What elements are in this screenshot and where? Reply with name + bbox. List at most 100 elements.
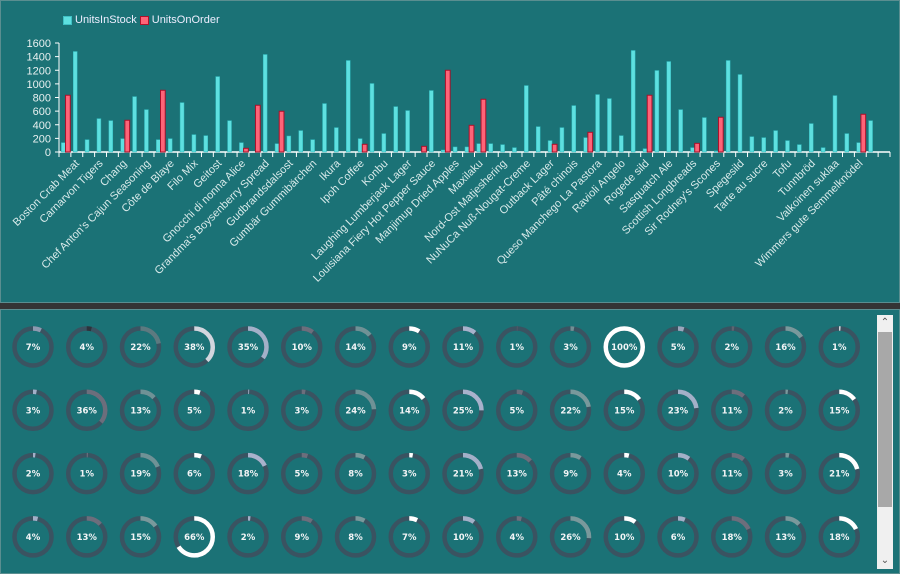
donut-gauge[interactable]: 3% (549, 326, 592, 368)
bar-units-in-stock[interactable] (274, 143, 280, 153)
bar-units-in-stock[interactable] (856, 142, 861, 153)
donut-gauge[interactable]: 2% (12, 452, 54, 495)
bar-units-in-stock[interactable] (844, 133, 850, 153)
donut-gauge[interactable]: 66% (173, 516, 215, 558)
bar-units-on-order[interactable] (361, 143, 368, 153)
bar-units-in-stock[interactable] (441, 149, 446, 153)
donut-gauge[interactable]: 9% (549, 452, 592, 495)
bar-units-in-stock[interactable] (737, 74, 743, 153)
bar-units-in-stock[interactable] (725, 60, 731, 153)
donut-gauge[interactable]: 5% (281, 452, 323, 495)
donut-gauge[interactable]: 6% (657, 516, 699, 558)
bar-units-in-stock[interactable] (262, 54, 268, 153)
bar-units-in-stock[interactable] (120, 138, 125, 153)
bar-units-in-stock[interactable] (84, 139, 90, 153)
donut-gauge[interactable]: 11% (442, 326, 484, 368)
donut-gauge[interactable]: 2% (711, 326, 753, 368)
donut-gauge[interactable]: 21% (818, 452, 860, 495)
bar-units-in-stock[interactable] (607, 98, 612, 153)
donut-gauge[interactable]: 1% (66, 452, 108, 495)
bar-units-on-order[interactable] (646, 94, 653, 153)
donut-gauge[interactable]: 1% (227, 389, 269, 432)
donut-gauge[interactable]: 14% (334, 326, 377, 368)
donut-gauge[interactable]: 7% (388, 516, 430, 558)
bar-units-in-stock[interactable] (559, 127, 565, 153)
bar-units-in-stock[interactable] (761, 137, 766, 153)
bar-units-on-order[interactable] (254, 104, 261, 153)
donut-gauge[interactable]: 16% (764, 326, 807, 368)
bar-units-in-stock[interactable] (334, 127, 339, 153)
bar-units-in-stock[interactable] (797, 144, 802, 153)
bar-units-in-stock[interactable] (702, 117, 707, 153)
bar-units-in-stock[interactable] (749, 136, 755, 153)
bar-units-on-order[interactable] (421, 145, 427, 153)
bar-units-on-order[interactable] (468, 124, 475, 153)
donut-gauge[interactable]: 13% (66, 516, 108, 558)
bar-units-on-order[interactable] (860, 113, 867, 153)
donut-gauge[interactable]: 3% (281, 389, 323, 432)
bar-units-in-stock[interactable] (144, 109, 149, 153)
bar-units-on-order[interactable] (551, 143, 558, 153)
bar-units-in-stock[interactable] (666, 61, 671, 153)
bar-units-on-order[interactable] (65, 94, 71, 153)
donut-gauge[interactable]: 6% (173, 452, 215, 495)
legend-item-units-in-stock[interactable]: UnitsInStock (63, 14, 137, 26)
bar-units-in-stock[interactable] (298, 130, 303, 153)
bar-units-in-stock[interactable] (429, 90, 434, 153)
donut-gauge[interactable]: 38% (173, 326, 215, 368)
donut-gauge[interactable]: 1% (818, 326, 860, 368)
donut-gauge[interactable]: 19% (119, 452, 162, 495)
bar-units-on-order[interactable] (243, 147, 249, 153)
bar-units-in-stock[interactable] (191, 134, 197, 153)
bar-units-in-stock[interactable] (203, 135, 208, 153)
bar-units-in-stock[interactable] (571, 105, 577, 153)
donut-gauge[interactable]: 3% (388, 452, 430, 495)
donut-gauge[interactable]: 100% (603, 326, 645, 368)
donut-gauge[interactable]: 18% (818, 516, 860, 558)
bar-units-in-stock[interactable] (654, 70, 660, 153)
bar-units-in-stock[interactable] (156, 139, 161, 153)
bar-units-in-stock[interactable] (773, 130, 778, 153)
donut-gauge[interactable]: 22% (549, 389, 592, 432)
donut-gauge[interactable]: 11% (711, 452, 753, 495)
bar-units-in-stock[interactable] (393, 106, 398, 153)
bar-units-on-order[interactable] (480, 98, 487, 153)
donut-gauge[interactable]: 4% (66, 326, 108, 368)
donut-gauge[interactable]: 14% (388, 389, 430, 432)
donut-gauge[interactable]: 26% (549, 516, 592, 558)
donut-gauge[interactable]: 9% (388, 326, 430, 368)
bar-units-in-stock[interactable] (167, 138, 173, 153)
bar-units-in-stock[interactable] (619, 135, 624, 153)
panel-divider[interactable] (0, 303, 900, 309)
bar-units-in-stock[interactable] (524, 85, 529, 153)
bar-units-on-order[interactable] (587, 131, 594, 153)
scroll-up-arrow-icon[interactable]: ⌃ (880, 317, 890, 328)
bar-units-in-stock[interactable] (96, 118, 102, 153)
donut-gauge[interactable]: 4% (12, 516, 54, 558)
bar-units-in-stock[interactable] (583, 137, 588, 153)
bar-units-in-stock[interactable] (452, 146, 458, 153)
donut-gauge[interactable]: 8% (334, 516, 377, 558)
donut-gauge[interactable]: 10% (281, 326, 323, 368)
bar-units-on-order[interactable] (278, 110, 285, 153)
donut-gauge[interactable]: 3% (12, 389, 54, 432)
bar-units-in-stock[interactable] (500, 144, 505, 153)
bar-units-in-stock[interactable] (357, 138, 363, 153)
bar-units-in-stock[interactable] (179, 102, 185, 153)
scroll-down-arrow-icon[interactable]: ⌄ (880, 555, 890, 566)
bar-units-in-stock[interactable] (239, 142, 244, 153)
vertical-scrollbar[interactable]: ⌃ ⌄ (877, 315, 893, 569)
bar-units-in-stock[interactable] (346, 60, 351, 153)
donut-gauge[interactable]: 13% (496, 452, 538, 495)
donut-gauge[interactable]: 5% (657, 326, 699, 368)
bar-units-in-stock[interactable] (286, 135, 292, 153)
bar-units-in-stock[interactable] (405, 110, 410, 153)
donut-gauge[interactable]: 11% (711, 389, 753, 432)
bar-units-in-stock[interactable] (381, 133, 387, 153)
donut-gauge[interactable]: 10% (657, 452, 699, 495)
donut-gauge[interactable]: 15% (818, 389, 860, 432)
donut-gauge[interactable]: 13% (764, 516, 807, 558)
bar-units-in-stock[interactable] (476, 143, 482, 153)
bar-units-in-stock[interactable] (322, 103, 327, 153)
bar-units-in-stock[interactable] (547, 140, 553, 153)
